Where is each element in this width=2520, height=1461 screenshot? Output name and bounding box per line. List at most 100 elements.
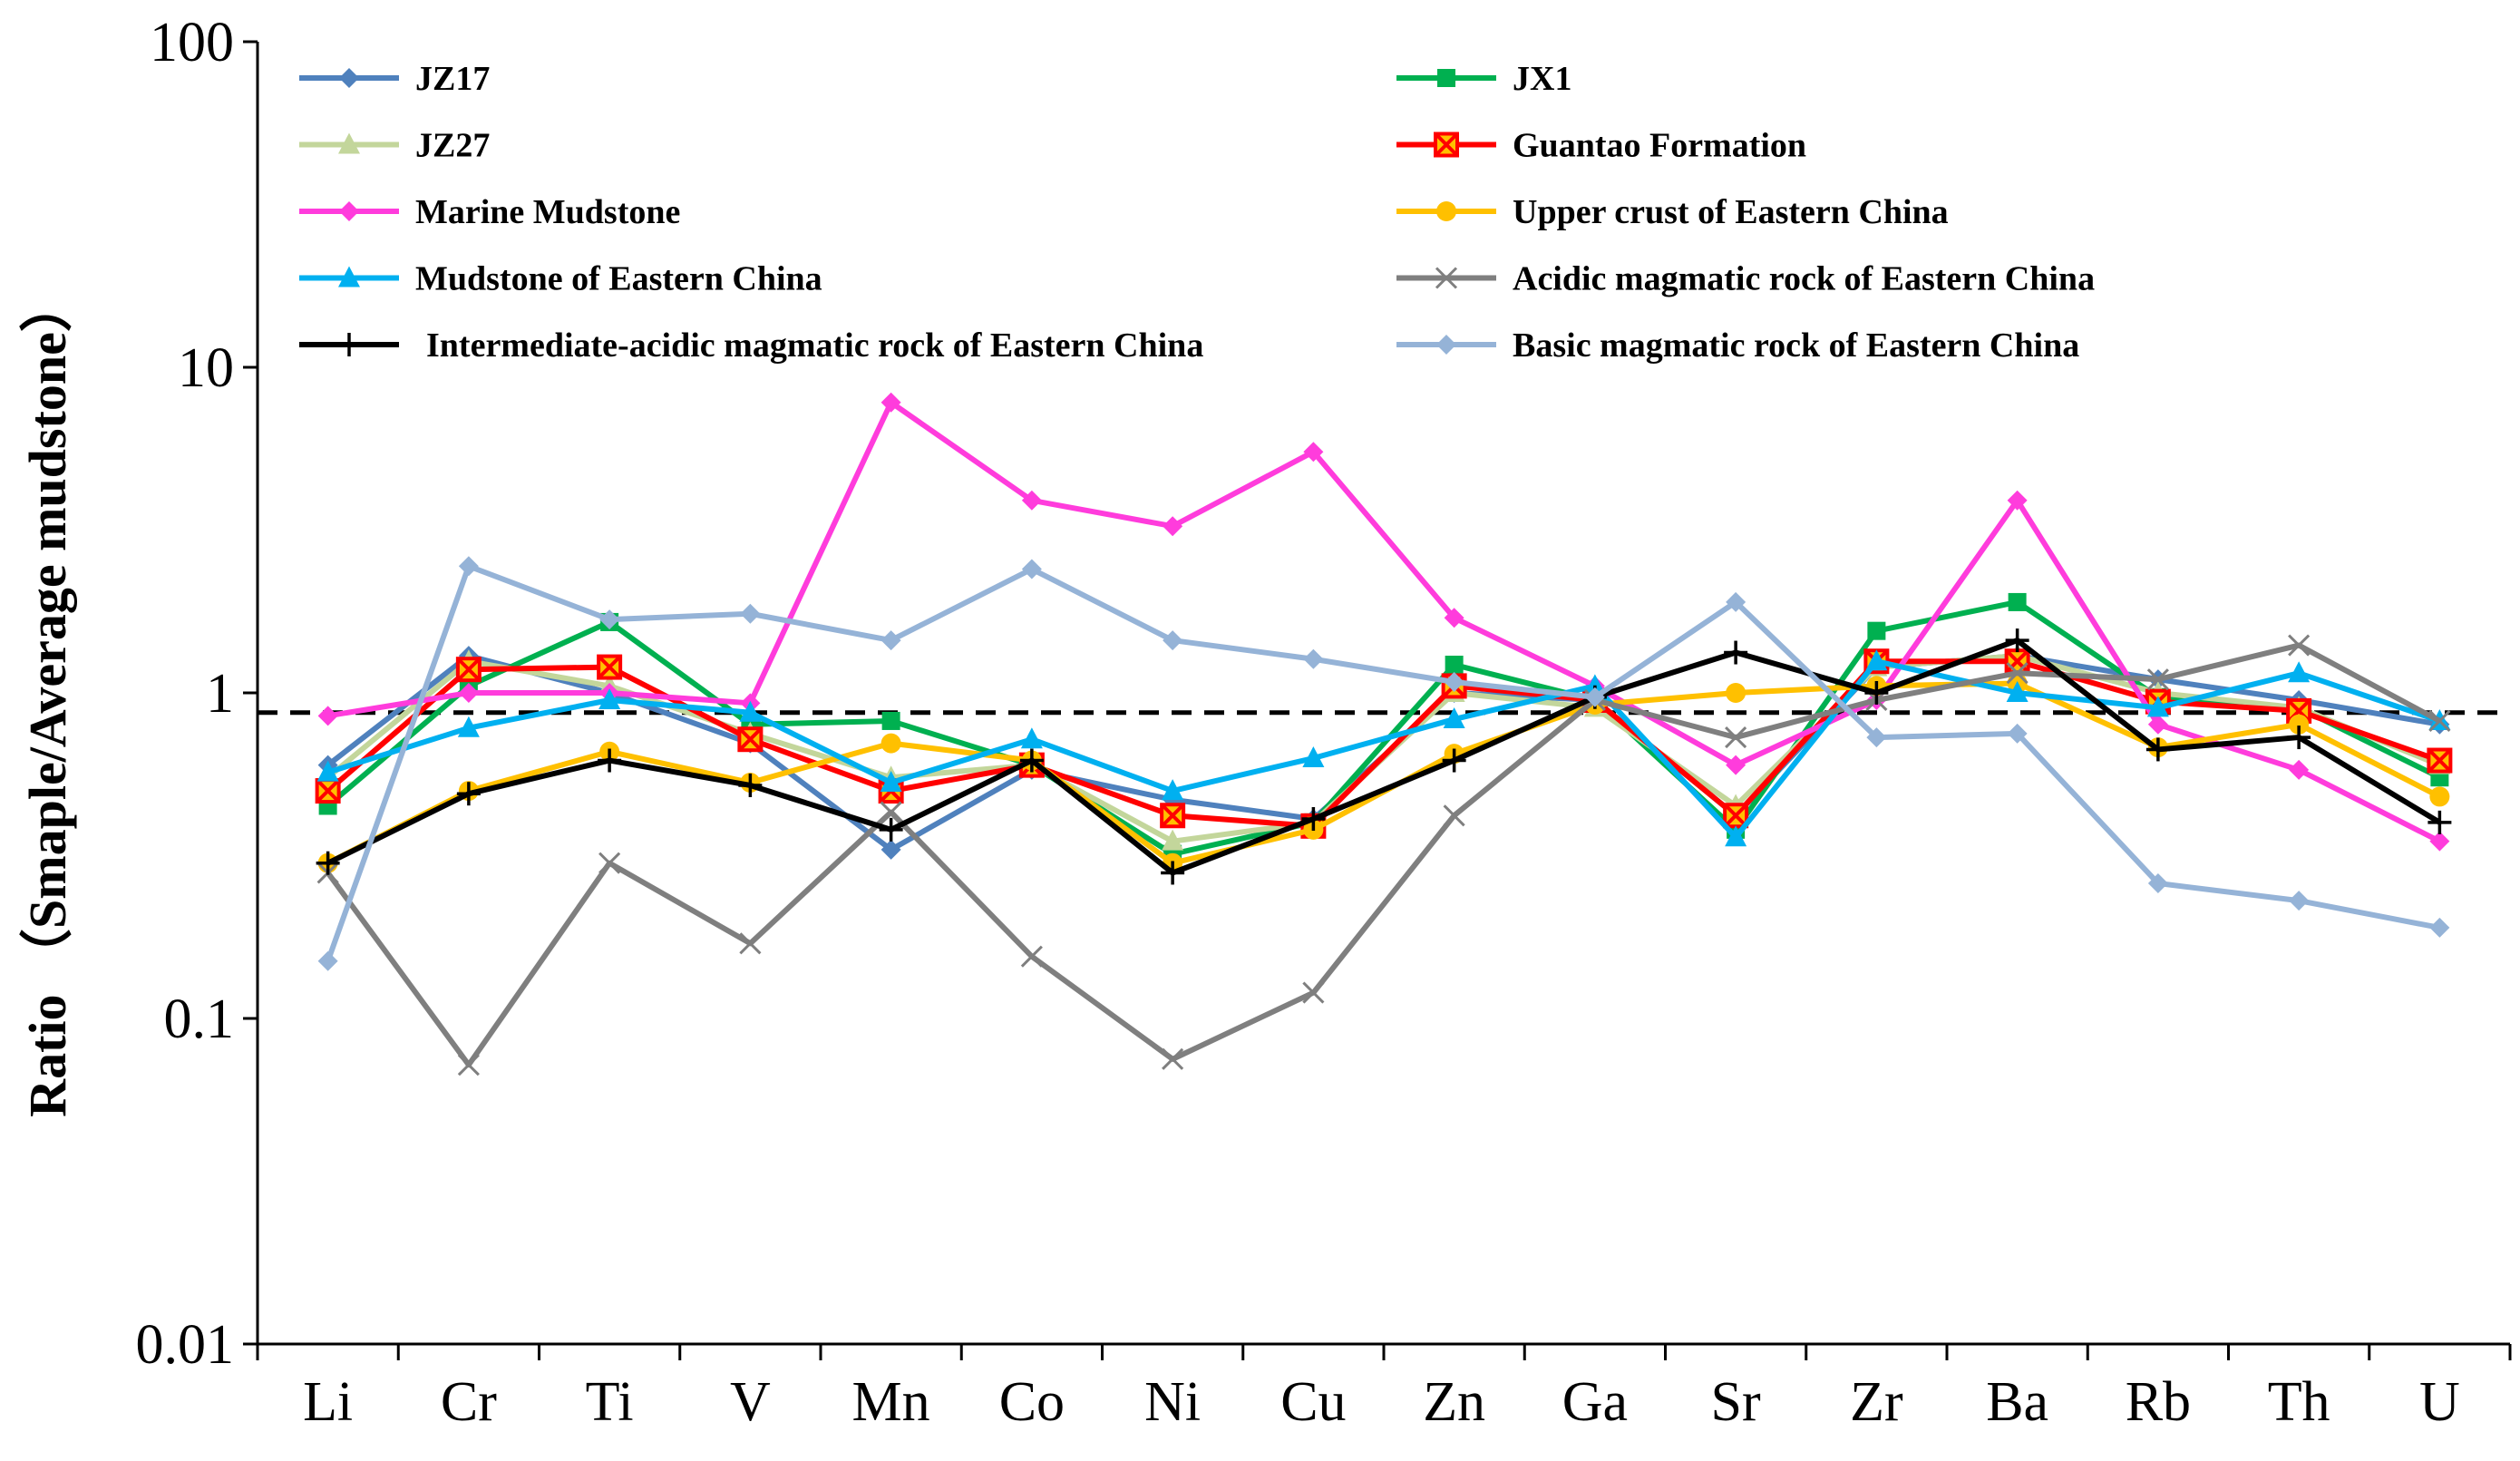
data-point	[597, 654, 623, 680]
legend-item: JZ27	[299, 127, 490, 165]
data-point	[458, 556, 479, 577]
data-point	[2147, 714, 2168, 735]
data-point	[2289, 714, 2310, 735]
x-tick-label: Cr	[441, 1371, 497, 1433]
data-point	[2145, 737, 2170, 762]
data-point	[457, 716, 480, 737]
data-point	[598, 852, 621, 874]
legend-swatch-marker	[338, 132, 360, 154]
series-line	[326, 658, 2441, 829]
data-point	[2004, 648, 2030, 675]
y-tick-label: 0.1	[164, 989, 235, 1050]
data-point	[2147, 873, 2168, 894]
data-point	[1021, 490, 1042, 511]
legend-swatch-marker	[1436, 201, 1456, 221]
data-point	[1443, 804, 1465, 827]
data-point	[1583, 674, 1606, 696]
legend-swatch-marker	[337, 333, 361, 356]
series-line	[325, 563, 2440, 962]
data-point	[2428, 810, 2452, 834]
data-point	[1726, 755, 1746, 775]
series-line	[326, 642, 2441, 1068]
data-point	[740, 603, 761, 624]
data-point	[1444, 608, 1464, 628]
legend-item: Intermediate-acidic magmatic rock of Eas…	[299, 326, 1203, 365]
series-marine-mudstone	[317, 392, 2450, 852]
data-point	[1021, 559, 1042, 580]
legend-item: Acidic magmatic rock of Eastern China	[1396, 260, 2095, 298]
x-tick-label: Th	[2268, 1371, 2330, 1433]
series-line	[326, 599, 2441, 857]
legend-label: Marine Mudstone	[415, 193, 680, 231]
x-tick-label: Ba	[1986, 1371, 2048, 1433]
data-point	[1864, 681, 1889, 705]
x-tick-label: Mn	[852, 1371, 930, 1433]
series-mudstone-of-eastern-china	[316, 649, 2451, 847]
data-point	[1724, 640, 1748, 665]
x-tick-label: Zr	[1850, 1371, 1903, 1433]
legend-swatch-marker	[1434, 131, 1459, 158]
data-point	[2007, 490, 2028, 511]
data-point	[456, 782, 481, 806]
data-point	[1442, 748, 1466, 773]
data-point	[2006, 662, 2029, 685]
data-point	[2289, 759, 2310, 780]
data-point	[881, 839, 901, 860]
x-tick-label: U	[2419, 1371, 2460, 1433]
data-point	[2427, 747, 2453, 774]
data-point	[1163, 516, 1183, 537]
x-tick-label: Ga	[1562, 1371, 1628, 1433]
data-point	[1162, 1047, 1184, 1070]
data-point	[1020, 945, 1043, 968]
data-point	[2429, 831, 2450, 852]
y-tick-label: 10	[178, 337, 234, 399]
legend: JZ17 JX1 JZ27 Guantao Formation Marine Mudst…	[299, 60, 2095, 365]
data-point	[316, 851, 340, 875]
y-tick-label: 100	[150, 12, 234, 73]
x-tick-label: Zn	[1423, 1371, 1485, 1433]
x-tick-label: Li	[303, 1371, 353, 1433]
data-point	[458, 683, 479, 703]
series-line	[326, 638, 2441, 876]
series-line	[326, 680, 2441, 866]
legend-swatch-marker	[1437, 69, 1455, 87]
data-point	[599, 609, 620, 630]
data-point	[1303, 442, 1324, 463]
data-point	[598, 687, 621, 709]
legend-label: Mudstone of Eastern China	[415, 260, 822, 298]
x-tick-label: Ti	[586, 1371, 634, 1433]
legend-item: Mudstone of Eastern China	[299, 260, 822, 298]
data-point	[1020, 727, 1043, 749]
data-point	[1302, 746, 1325, 768]
data-point	[880, 801, 902, 823]
data-point	[881, 630, 901, 651]
data-point	[315, 778, 341, 804]
legend-label: Basic magmatic rock of Eastern China	[1513, 326, 2079, 365]
data-point	[2429, 917, 2450, 938]
series-line	[326, 658, 2441, 841]
legend-label: Guantao Formation	[1513, 127, 1806, 165]
data-point	[317, 950, 338, 971]
data-point	[2428, 709, 2451, 733]
data-point	[1160, 803, 1186, 829]
legend-item: Basic magmatic rock of Eastern China	[1396, 326, 2079, 365]
data-point	[316, 760, 339, 782]
data-point	[2287, 726, 2311, 750]
data-point	[1301, 807, 1326, 832]
x-tick-label: Rb	[2126, 1371, 2191, 1433]
data-point	[738, 773, 763, 797]
legend-label: JZ27	[415, 127, 490, 165]
data-point	[1723, 803, 1749, 829]
data-point	[1725, 726, 1747, 749]
data-point	[455, 657, 482, 683]
legend-item: JX1	[1396, 60, 1571, 98]
data-point	[1163, 630, 1183, 651]
data-point	[1443, 707, 1465, 729]
data-point	[1584, 687, 1605, 707]
data-point	[1865, 649, 1888, 671]
legend-item: Marine Mudstone	[299, 193, 680, 231]
data-point	[2288, 634, 2311, 657]
data-point	[2007, 723, 2028, 744]
data-point	[737, 726, 764, 753]
series-basic-magmatic-rock-of-eastern-china	[317, 556, 2450, 971]
